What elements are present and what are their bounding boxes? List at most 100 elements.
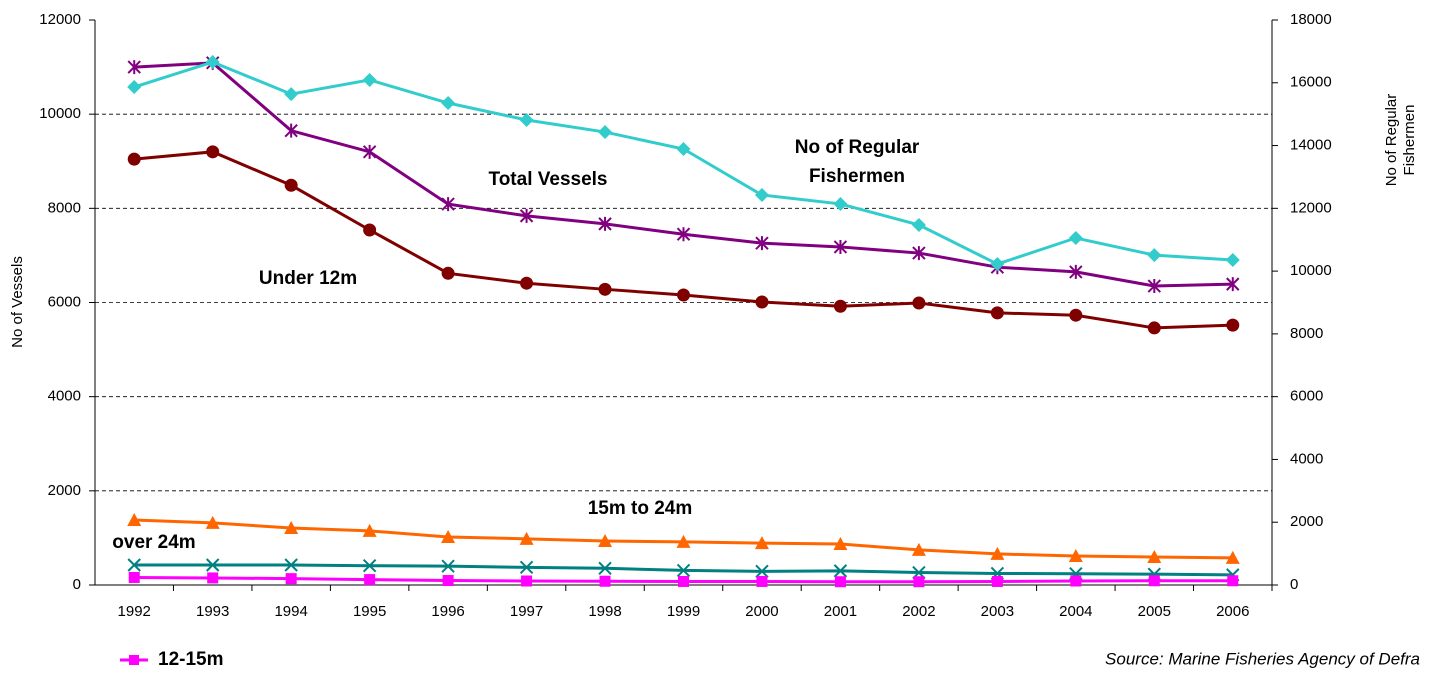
point [284,521,299,535]
point [755,564,769,579]
point [519,112,534,127]
point [598,533,613,547]
point [678,575,689,587]
y-tick-label: 10000 [39,105,81,122]
y2-axis-title: No of RegularFishermen [1383,94,1418,187]
point [441,559,455,573]
point [362,72,377,87]
x-tick-label: 1993 [196,603,229,620]
x-tick-label: 2004 [1059,603,1092,620]
series-label: 15m to 24m [588,498,693,519]
point [441,529,456,543]
point [521,575,533,587]
point [990,546,1005,560]
point [911,542,926,556]
point [1148,575,1160,587]
point [362,523,377,537]
point [598,561,612,575]
y-tick-label: 6000 [48,293,81,310]
y2-tick-label: 4000 [1290,450,1323,467]
point [127,80,142,95]
y-tick-label: 4000 [48,388,81,405]
point [206,145,220,159]
point [755,236,769,251]
y2-tick-label: 18000 [1290,11,1332,28]
point [1147,248,1162,263]
point [520,276,534,290]
y-tick-label: 12000 [39,11,81,28]
legend-label: 12-15m [158,649,224,670]
point [1225,550,1240,564]
point [1227,575,1239,587]
source-note: Source: Marine Fisheries Agency of Defra [1105,649,1420,668]
point [1226,277,1240,292]
point [756,575,768,587]
point [1147,279,1162,294]
point [834,576,846,588]
x-tick-label: 2003 [981,603,1014,620]
point [990,257,1005,272]
point [912,296,926,310]
point [205,558,220,572]
point [754,536,769,550]
series-label: Total Vessels [489,169,608,190]
x-tick-label: 2001 [824,603,857,620]
x-tick-label: 2000 [745,603,778,620]
point [676,142,691,157]
point [676,563,691,578]
point [205,515,220,529]
point [1068,549,1083,563]
y2-tick-label: 12000 [1290,199,1332,216]
point [284,87,299,102]
point [284,123,298,138]
point [127,513,142,527]
point [1147,321,1161,335]
series-label: over 24m [112,532,195,553]
legend-swatch [129,655,139,665]
series-label: No of Regular Fishermen [795,137,920,187]
point [1070,575,1082,587]
y2-tick-label: 16000 [1290,74,1332,91]
point [519,208,534,223]
point [833,239,848,254]
point [833,564,848,578]
x-tick-label: 1997 [510,603,543,620]
point [676,534,691,548]
point [442,575,454,587]
y-tick-label: 2000 [48,482,81,499]
y-tick-label: 0 [73,576,81,593]
point [990,306,1004,320]
point [519,560,534,575]
point [128,571,140,583]
y2-tick-label: 8000 [1290,325,1323,342]
x-tick-label: 1995 [353,603,386,620]
point [441,197,455,212]
point [1226,318,1240,332]
point [362,558,377,573]
x-tick-label: 1992 [118,603,151,620]
point [833,196,848,211]
point [1147,549,1162,563]
point [441,96,456,111]
y2-tick-label: 14000 [1290,137,1332,154]
point [441,266,455,280]
point [912,246,926,261]
point [284,178,298,192]
x-tick-label: 2005 [1138,603,1171,620]
point [754,187,769,202]
point [1069,264,1083,279]
point [1069,308,1083,322]
point [598,216,612,231]
point [364,574,376,586]
x-tick-label: 2002 [902,603,935,620]
point [362,144,377,159]
x-tick-label: 2006 [1216,603,1249,620]
series-line [134,61,1233,288]
point [676,227,691,242]
point [519,531,534,545]
point [677,288,690,302]
point [363,223,377,237]
point [598,282,612,296]
point [755,295,769,309]
